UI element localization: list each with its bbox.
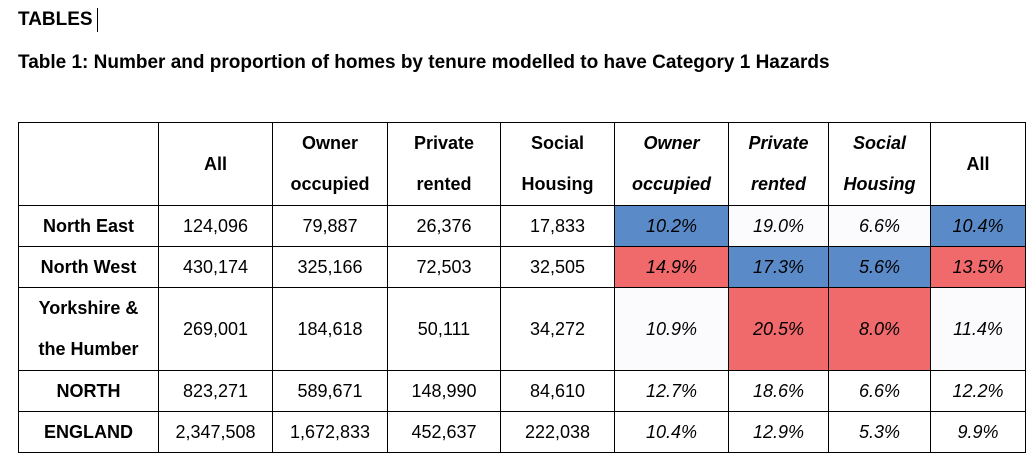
header-pct-social-housing: Social Housing (828, 122, 931, 206)
header-count-all: All (158, 122, 273, 206)
header-line1: Social (852, 133, 907, 153)
count-owner-cell: 589,671 (272, 370, 388, 412)
pct-all-cell: 12.2% (930, 370, 1026, 412)
pct-private-cell: 17.3% (728, 246, 829, 288)
pct-all-cell: 10.4% (930, 205, 1026, 247)
section-heading: TABLES (18, 8, 98, 32)
header-count-owner-occupied: Owner occupied (272, 122, 388, 206)
count-owner-cell: 79,887 (272, 205, 388, 247)
table-row: Yorkshire & the Humber 269,001 184,618 5… (18, 287, 1026, 371)
header-line2: Housing (843, 174, 916, 194)
table-caption: Table 1: Number and proportion of homes … (18, 52, 830, 73)
header-line1: Private (748, 133, 809, 153)
header-pct-private-rented: Private rented (728, 122, 829, 206)
header-line2: occupied (631, 174, 711, 194)
count-owner-cell: 184,618 (272, 287, 388, 371)
header-corner-cell (18, 122, 159, 206)
header-line1: Owner (643, 133, 700, 153)
count-owner-cell: 1,672,833 (272, 411, 388, 453)
count-private-cell: 26,376 (387, 205, 501, 247)
pct-owner-cell: 10.9% (614, 287, 729, 371)
section-heading-text: TABLES (18, 9, 93, 30)
pct-all-cell: 13.5% (930, 246, 1026, 288)
table-row: North West 430,174 325,166 72,503 32,505… (18, 246, 1026, 288)
pct-social-cell: 8.0% (828, 287, 931, 371)
header-pct-all: All (930, 122, 1026, 206)
pct-all-cell: 11.4% (930, 287, 1026, 371)
row-label-line2: the Humber (38, 339, 139, 359)
header-line1: Private (413, 133, 475, 153)
header-line2: All (203, 153, 227, 174)
row-label: NORTH (18, 370, 159, 412)
header-count-private-rented: Private rented (387, 122, 501, 206)
header-line1: Social (530, 133, 585, 153)
count-social-cell: 84,610 (500, 370, 615, 412)
header-pct-owner-occupied: Owner occupied (614, 122, 729, 206)
row-label: Yorkshire & the Humber (18, 287, 159, 371)
count-all-cell: 269,001 (158, 287, 273, 371)
pct-all-cell: 9.9% (930, 411, 1026, 453)
pct-owner-cell: 14.9% (614, 246, 729, 288)
row-label: North East (18, 205, 159, 247)
count-social-cell: 222,038 (500, 411, 615, 453)
count-private-cell: 148,990 (387, 370, 501, 412)
count-social-cell: 34,272 (500, 287, 615, 371)
pct-private-cell: 19.0% (728, 205, 829, 247)
header-line2: rented (750, 174, 806, 194)
header-line2: occupied (290, 174, 370, 194)
count-social-cell: 17,833 (500, 205, 615, 247)
count-all-cell: 823,271 (158, 370, 273, 412)
row-label-line1: Yorkshire & (38, 298, 139, 318)
pct-private-cell: 18.6% (728, 370, 829, 412)
header-line2: All (966, 153, 990, 174)
header-line2: Housing (521, 174, 594, 194)
count-all-cell: 124,096 (158, 205, 273, 247)
count-private-cell: 72,503 (387, 246, 501, 288)
pct-social-cell: 6.6% (828, 370, 931, 412)
row-label: North West (18, 246, 159, 288)
pct-owner-cell: 12.7% (614, 370, 729, 412)
count-private-cell: 452,637 (387, 411, 501, 453)
pct-social-cell: 5.3% (828, 411, 931, 453)
pct-social-cell: 6.6% (828, 205, 931, 247)
count-social-cell: 32,505 (500, 246, 615, 288)
table-row: ENGLAND 2,347,508 1,672,833 452,637 222,… (18, 411, 1026, 453)
table-row: NORTH 823,271 589,671 148,990 84,610 12.… (18, 370, 1026, 412)
pct-owner-cell: 10.2% (614, 205, 729, 247)
pct-private-cell: 20.5% (728, 287, 829, 371)
count-all-cell: 430,174 (158, 246, 273, 288)
header-count-social-housing: Social Housing (500, 122, 615, 206)
header-row: All Owner occupied Private rented Social… (18, 122, 1026, 206)
table-row: North East 124,096 79,887 26,376 17,833 … (18, 205, 1026, 247)
pct-social-cell: 5.6% (828, 246, 931, 288)
text-cursor (96, 8, 98, 32)
count-owner-cell: 325,166 (272, 246, 388, 288)
row-label: ENGLAND (18, 411, 159, 453)
pct-owner-cell: 10.4% (614, 411, 729, 453)
count-private-cell: 50,111 (387, 287, 501, 371)
tenure-hazards-table: All Owner occupied Private rented Social… (18, 122, 1026, 453)
pct-private-cell: 12.9% (728, 411, 829, 453)
count-all-cell: 2,347,508 (158, 411, 273, 453)
header-line1: Owner (301, 133, 358, 153)
header-line2: rented (416, 174, 472, 194)
